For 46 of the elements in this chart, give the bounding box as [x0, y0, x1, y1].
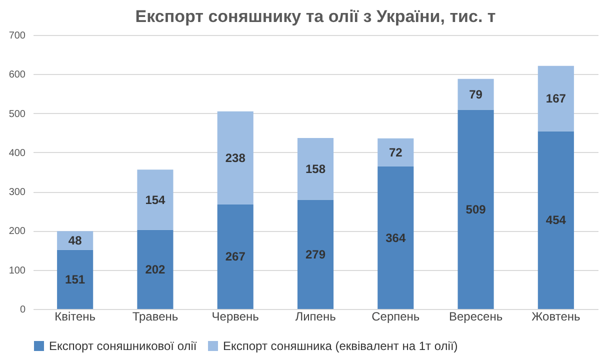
x-tick-label: Липень	[295, 310, 336, 324]
bar	[458, 110, 494, 309]
chart-title: Експорт соняшнику та олії з України, тис. т	[135, 7, 496, 26]
data-label: 72	[388, 145, 403, 160]
bar	[137, 230, 174, 309]
data-label: 454	[546, 213, 566, 228]
data-label: 158	[305, 162, 326, 176]
data-label: 279	[305, 247, 326, 262]
legend-label: Експорт соняшникової олії	[49, 339, 198, 353]
y-tick-label: 100	[8, 265, 26, 276]
data-label: 238	[225, 150, 246, 165]
data-label: 364	[386, 230, 406, 245]
data-label: 79	[469, 87, 483, 102]
y-tick-label: 200	[8, 226, 26, 238]
x-tick-label: Квітень	[54, 310, 96, 324]
data-label: 509	[466, 202, 486, 216]
data-label: 202	[145, 262, 166, 276]
data-label: 48	[68, 234, 82, 248]
bar	[137, 170, 174, 230]
y-tick-label: 700	[8, 30, 26, 42]
bar	[378, 138, 414, 167]
bar	[297, 200, 334, 309]
data-label: 267	[225, 250, 246, 264]
bar	[217, 204, 254, 309]
bar	[458, 78, 494, 110]
x-tick-label: Травень	[132, 310, 178, 324]
x-tick-label: Вересень	[448, 310, 503, 324]
data-label: 167	[546, 92, 566, 106]
bar	[217, 111, 254, 204]
bar	[378, 166, 414, 309]
x-tick-label: Жовтень	[532, 310, 580, 324]
bar	[538, 131, 574, 309]
bar	[538, 66, 574, 132]
bar	[57, 231, 94, 250]
data-label: 151	[65, 272, 86, 286]
x-tick-label: Серпень	[372, 310, 420, 324]
y-tick-label: 600	[8, 70, 26, 81]
x-tick-label: Червень	[212, 310, 259, 324]
y-tick-label: 0	[20, 304, 26, 316]
y-tick-label: 500	[8, 108, 26, 120]
bar	[297, 138, 334, 200]
y-tick-label: 300	[8, 187, 26, 198]
y-tick-label: 400	[8, 148, 26, 159]
legend-label: Експорт соняшника (еквівалент на 1т олії)	[223, 339, 458, 353]
data-label: 154	[145, 192, 166, 207]
bar	[57, 250, 94, 309]
